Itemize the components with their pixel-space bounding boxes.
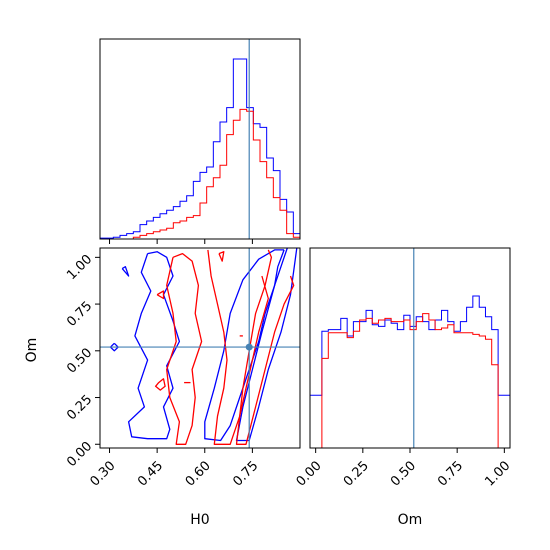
h0-marginal-frame xyxy=(99,38,301,240)
contour-line-series-b xyxy=(218,251,225,262)
joint-y-ticks: 0.00 0.25 0.50 0.75 1.00 xyxy=(64,252,100,470)
contour-line-series-a xyxy=(235,248,298,442)
om-histogram-series-a-step xyxy=(310,295,510,448)
joint-x-ticks: 0.30 0.45 0.60 0.75 xyxy=(87,448,261,490)
joint-x-tick-label: 0.75 xyxy=(230,458,261,489)
h0-histogram-series-a-step xyxy=(100,58,300,239)
contour-line-series-b xyxy=(235,275,295,445)
om-x-tick-label: 0.75 xyxy=(435,458,466,489)
joint-y-tick-label: 0.75 xyxy=(64,299,95,330)
om-x-tick-label: 0.50 xyxy=(388,458,419,489)
contour-line-series-a xyxy=(204,249,285,442)
truth-point xyxy=(245,343,253,351)
joint-frame xyxy=(99,247,301,449)
contour-line-series-a xyxy=(109,342,119,352)
contour-line-series-b xyxy=(154,378,166,391)
h0-histogram-series-a xyxy=(100,58,300,239)
om-histogram-series-b-step xyxy=(310,313,510,448)
om-x-tick-label: 1.00 xyxy=(482,458,513,489)
om-histogram-series-a xyxy=(310,295,510,448)
contours-series-a xyxy=(109,248,298,442)
om-x-ticks: 0.00 0.25 0.50 0.75 1.00 xyxy=(294,448,513,490)
joint-x-tick-label: 0.30 xyxy=(87,458,118,489)
contour-line-series-b xyxy=(166,252,203,445)
joint-x-tick-label: 0.45 xyxy=(135,458,166,489)
h0-om-joint-panel: 0.30 0.45 0.60 0.75 0.00 0.25 0.50 0.75 1.00 H0… xyxy=(24,247,301,528)
joint-y-tick-label: 0.00 xyxy=(64,439,95,470)
om-x-tick-label: 0.00 xyxy=(294,458,325,489)
om-marginal-frame xyxy=(309,247,511,449)
joint-x-tick-label: 0.60 xyxy=(183,458,214,489)
h0-histogram-series-b xyxy=(100,108,300,239)
joint-x-axis-label: H0 xyxy=(190,512,209,528)
contour-line-series-b xyxy=(207,249,273,445)
contour-line-series-a xyxy=(127,251,181,440)
joint-y-tick-label: 0.25 xyxy=(64,392,95,423)
om-marginal-panel: 0.00 0.25 0.50 0.75 1.00 Om xyxy=(294,247,513,528)
om-x-tick-label: 0.25 xyxy=(341,458,372,489)
contours-series-b xyxy=(154,249,295,445)
joint-y-tick-label: 1.00 xyxy=(64,252,95,283)
joint-y-axis-label: Om xyxy=(24,338,40,363)
truth-crosshair xyxy=(100,248,300,448)
contour-line-series-b xyxy=(156,290,165,300)
h0-marginal-ticks xyxy=(109,239,253,244)
joint-y-tick-label: 0.50 xyxy=(64,346,95,377)
h0-histogram-series-b-step xyxy=(100,108,300,239)
h0-marginal-panel xyxy=(99,38,301,244)
contour-line-series-a xyxy=(121,266,130,277)
om-x-axis-label: Om xyxy=(398,512,423,528)
om-histogram-series-b xyxy=(310,313,510,448)
